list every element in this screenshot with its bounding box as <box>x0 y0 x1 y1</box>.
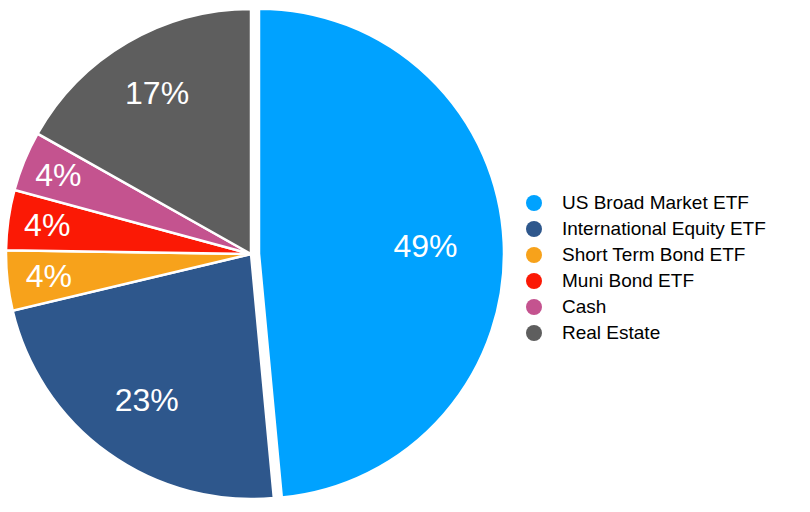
legend-label: US Broad Market ETF <box>562 190 749 216</box>
legend-item: Cash <box>526 294 766 320</box>
legend-swatch-icon <box>526 273 542 289</box>
legend-swatch-icon <box>526 221 542 237</box>
legend-swatch-icon <box>526 247 542 263</box>
legend-label: Real Estate <box>562 320 660 346</box>
pie-chart: 49% 23% 4% 4% 4% 17% US Broad Market ETF Inte… <box>0 0 810 512</box>
legend-item: Real Estate <box>526 320 766 346</box>
legend-swatch-icon <box>526 195 542 211</box>
pie-slice <box>259 9 504 498</box>
legend-item: Short Term Bond ETF <box>526 242 766 268</box>
legend-label: Cash <box>562 294 606 320</box>
legend-swatch-icon <box>526 325 542 341</box>
pie-slice-label: 49% <box>393 228 457 264</box>
legend-swatch-icon <box>526 299 542 315</box>
legend-label: Short Term Bond ETF <box>562 242 745 268</box>
pie-slice-label: 4% <box>24 207 70 243</box>
pie-slice-label: 17% <box>125 75 189 111</box>
pie-slice-label: 4% <box>26 258 72 294</box>
pie-svg: 49% 23% 4% 4% 4% 17% <box>0 0 530 512</box>
legend: US Broad Market ETF International Equity… <box>526 190 766 346</box>
legend-item: Muni Bond ETF <box>526 268 766 294</box>
pie-slice-label: 23% <box>115 382 179 418</box>
pie-slice-label: 4% <box>35 157 81 193</box>
legend-item: US Broad Market ETF <box>526 190 766 216</box>
legend-label: International Equity ETF <box>562 216 766 242</box>
legend-item: International Equity ETF <box>526 216 766 242</box>
legend-label: Muni Bond ETF <box>562 268 694 294</box>
